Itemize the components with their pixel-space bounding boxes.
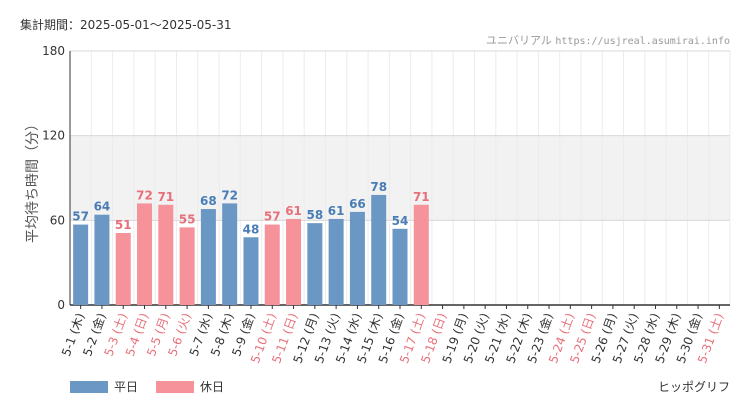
bar-5-5 (月)[interactable] bbox=[158, 204, 174, 305]
chart-bar-layer bbox=[73, 194, 429, 305]
bar-5-10 (土)[interactable] bbox=[264, 224, 280, 305]
bar-5-6 (火)[interactable] bbox=[179, 227, 195, 305]
y-axis-title: 平均待ち時間（分） bbox=[25, 117, 41, 243]
bar-5-1 (木)[interactable] bbox=[73, 224, 89, 305]
bar-5-8 (木)[interactable] bbox=[222, 203, 238, 305]
attraction-name: ヒッポグリフ bbox=[657, 380, 730, 394]
park-name: ユニバリアル bbox=[486, 34, 552, 47]
chart-legend: 平日 休日 bbox=[70, 378, 224, 395]
site-url[interactable]: https://usjreal.asumirai.info bbox=[555, 36, 730, 47]
bar-value-label: 57 bbox=[264, 210, 281, 224]
bar-5-9 (金)[interactable] bbox=[243, 237, 259, 305]
y-tick-label: 180 bbox=[42, 44, 65, 58]
bar-value-label: 78 bbox=[370, 180, 387, 194]
chart-label-layer: 57 64 51 72 71 55 68 72 48 57 61 58 61 66 78 54 71 bbox=[72, 180, 429, 236]
chart-shaded-band bbox=[70, 135, 730, 221]
bar-5-12 (月)[interactable] bbox=[307, 223, 323, 305]
bar-value-label: 68 bbox=[200, 194, 217, 208]
legend-item-weekday[interactable]: 平日 bbox=[70, 378, 138, 395]
site-credit: ユニバリアル https://usjreal.asumirai.info bbox=[486, 32, 730, 48]
bar-value-label: 54 bbox=[392, 214, 409, 228]
bar-value-label: 61 bbox=[285, 204, 302, 218]
bar-5-17 (土)[interactable] bbox=[413, 204, 429, 305]
chart-band-layer bbox=[70, 135, 730, 221]
bar-5-15 (木)[interactable] bbox=[371, 194, 387, 305]
legend-item-holiday[interactable]: 休日 bbox=[156, 378, 224, 395]
bar-5-14 (水)[interactable] bbox=[349, 211, 365, 305]
bar-value-label: 66 bbox=[349, 197, 366, 211]
bar-value-label: 57 bbox=[72, 210, 89, 224]
bar-value-label: 55 bbox=[179, 212, 196, 226]
bar-value-label: 58 bbox=[306, 208, 323, 222]
bar-value-label: 64 bbox=[94, 200, 111, 214]
period-label: 集計期間：2025-05-01〜2025-05-31 bbox=[20, 18, 232, 32]
bar-value-label: 51 bbox=[115, 218, 132, 232]
bar-5-7 (水)[interactable] bbox=[200, 209, 216, 305]
legend-label-weekday: 平日 bbox=[114, 380, 139, 394]
bar-value-label: 48 bbox=[243, 222, 260, 236]
bar-value-label: 72 bbox=[221, 188, 238, 202]
bar-value-label: 72 bbox=[136, 188, 153, 202]
legend-label-holiday: 休日 bbox=[200, 380, 225, 394]
bar-5-16 (金)[interactable] bbox=[392, 228, 408, 305]
y-tick-label: 120 bbox=[42, 129, 65, 143]
bar-5-2 (金)[interactable] bbox=[94, 214, 110, 305]
bar-5-13 (火)[interactable] bbox=[328, 218, 344, 305]
bar-value-label: 71 bbox=[413, 190, 430, 204]
y-tick-label: 60 bbox=[50, 213, 65, 227]
bar-value-label: 71 bbox=[157, 190, 174, 204]
bar-5-3 (土)[interactable] bbox=[115, 233, 131, 305]
y-tick-label: 0 bbox=[57, 298, 65, 312]
bar-value-label: 61 bbox=[328, 204, 345, 218]
legend-swatch-holiday bbox=[156, 380, 195, 393]
bar-5-11 (日)[interactable] bbox=[286, 218, 302, 305]
bar-5-4 (日)[interactable] bbox=[137, 203, 153, 305]
legend-swatch-weekday bbox=[70, 380, 108, 393]
